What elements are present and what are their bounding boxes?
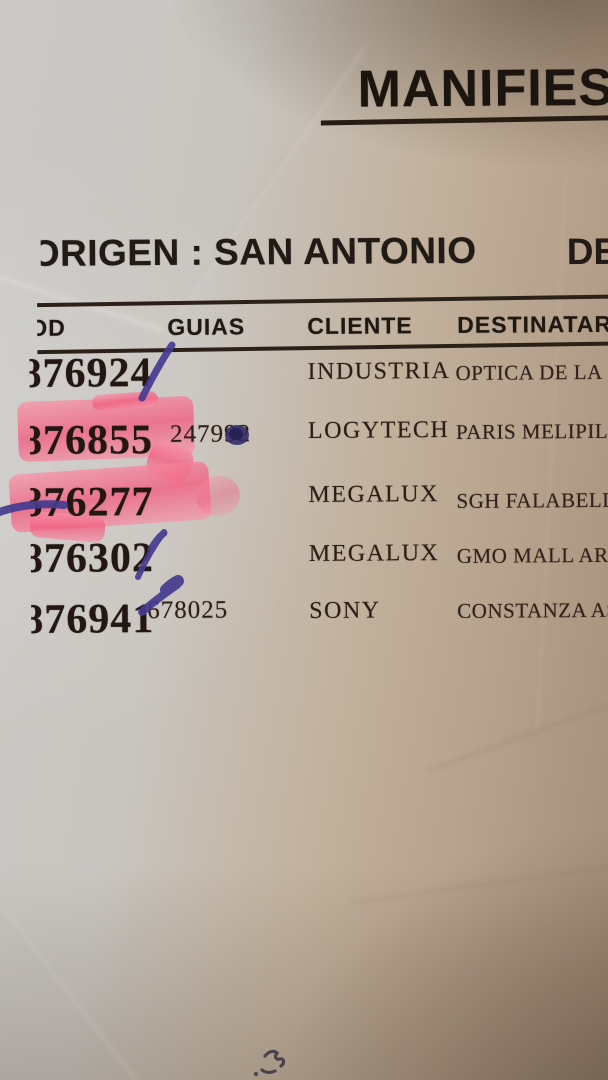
table-row-destinatario: OPTICA DE LA	[455, 359, 603, 385]
origin-line: ORIGEN : SAN ANTONIO	[40, 229, 477, 274]
table-row-cliente: LOGYTECH	[307, 416, 450, 444]
column-header-cliente: CLIENTE	[307, 312, 413, 339]
table-row-cod: 876855	[29, 417, 154, 464]
table-row-guia: 247992	[169, 420, 252, 448]
table-row-cliente: MEGALUX	[308, 540, 440, 567]
page-title: MANIFIES	[357, 58, 608, 119]
table-row-cliente: MEGALUX	[308, 481, 440, 508]
table-row-destinatario: PARIS MELIPIL	[455, 418, 608, 444]
column-header-destinatario: DESTINATAR	[457, 310, 608, 338]
table-row-cod: 876277	[30, 479, 154, 526]
table-row-cod: 876941	[31, 596, 155, 643]
table-row-destinatario: CONSTANZA AS	[457, 597, 608, 623]
table-rule-top	[37, 294, 608, 308]
column-header-guias: GUIAS	[167, 313, 246, 340]
table-row-cliente: SONY	[309, 597, 381, 624]
table-row-destinatario: SGH FALABELL	[456, 487, 608, 513]
table-row-guia: 678025	[147, 596, 229, 625]
destino-label-partial: DE	[566, 230, 608, 273]
table-row-cliente: INDUSTRIA	[307, 357, 451, 385]
column-header-cod: OD	[37, 314, 66, 341]
table-row-cod: 876924	[29, 350, 153, 397]
table-row-cod: 876302	[30, 535, 155, 582]
table-row-destinatario: GMO MALL AR	[456, 542, 608, 568]
